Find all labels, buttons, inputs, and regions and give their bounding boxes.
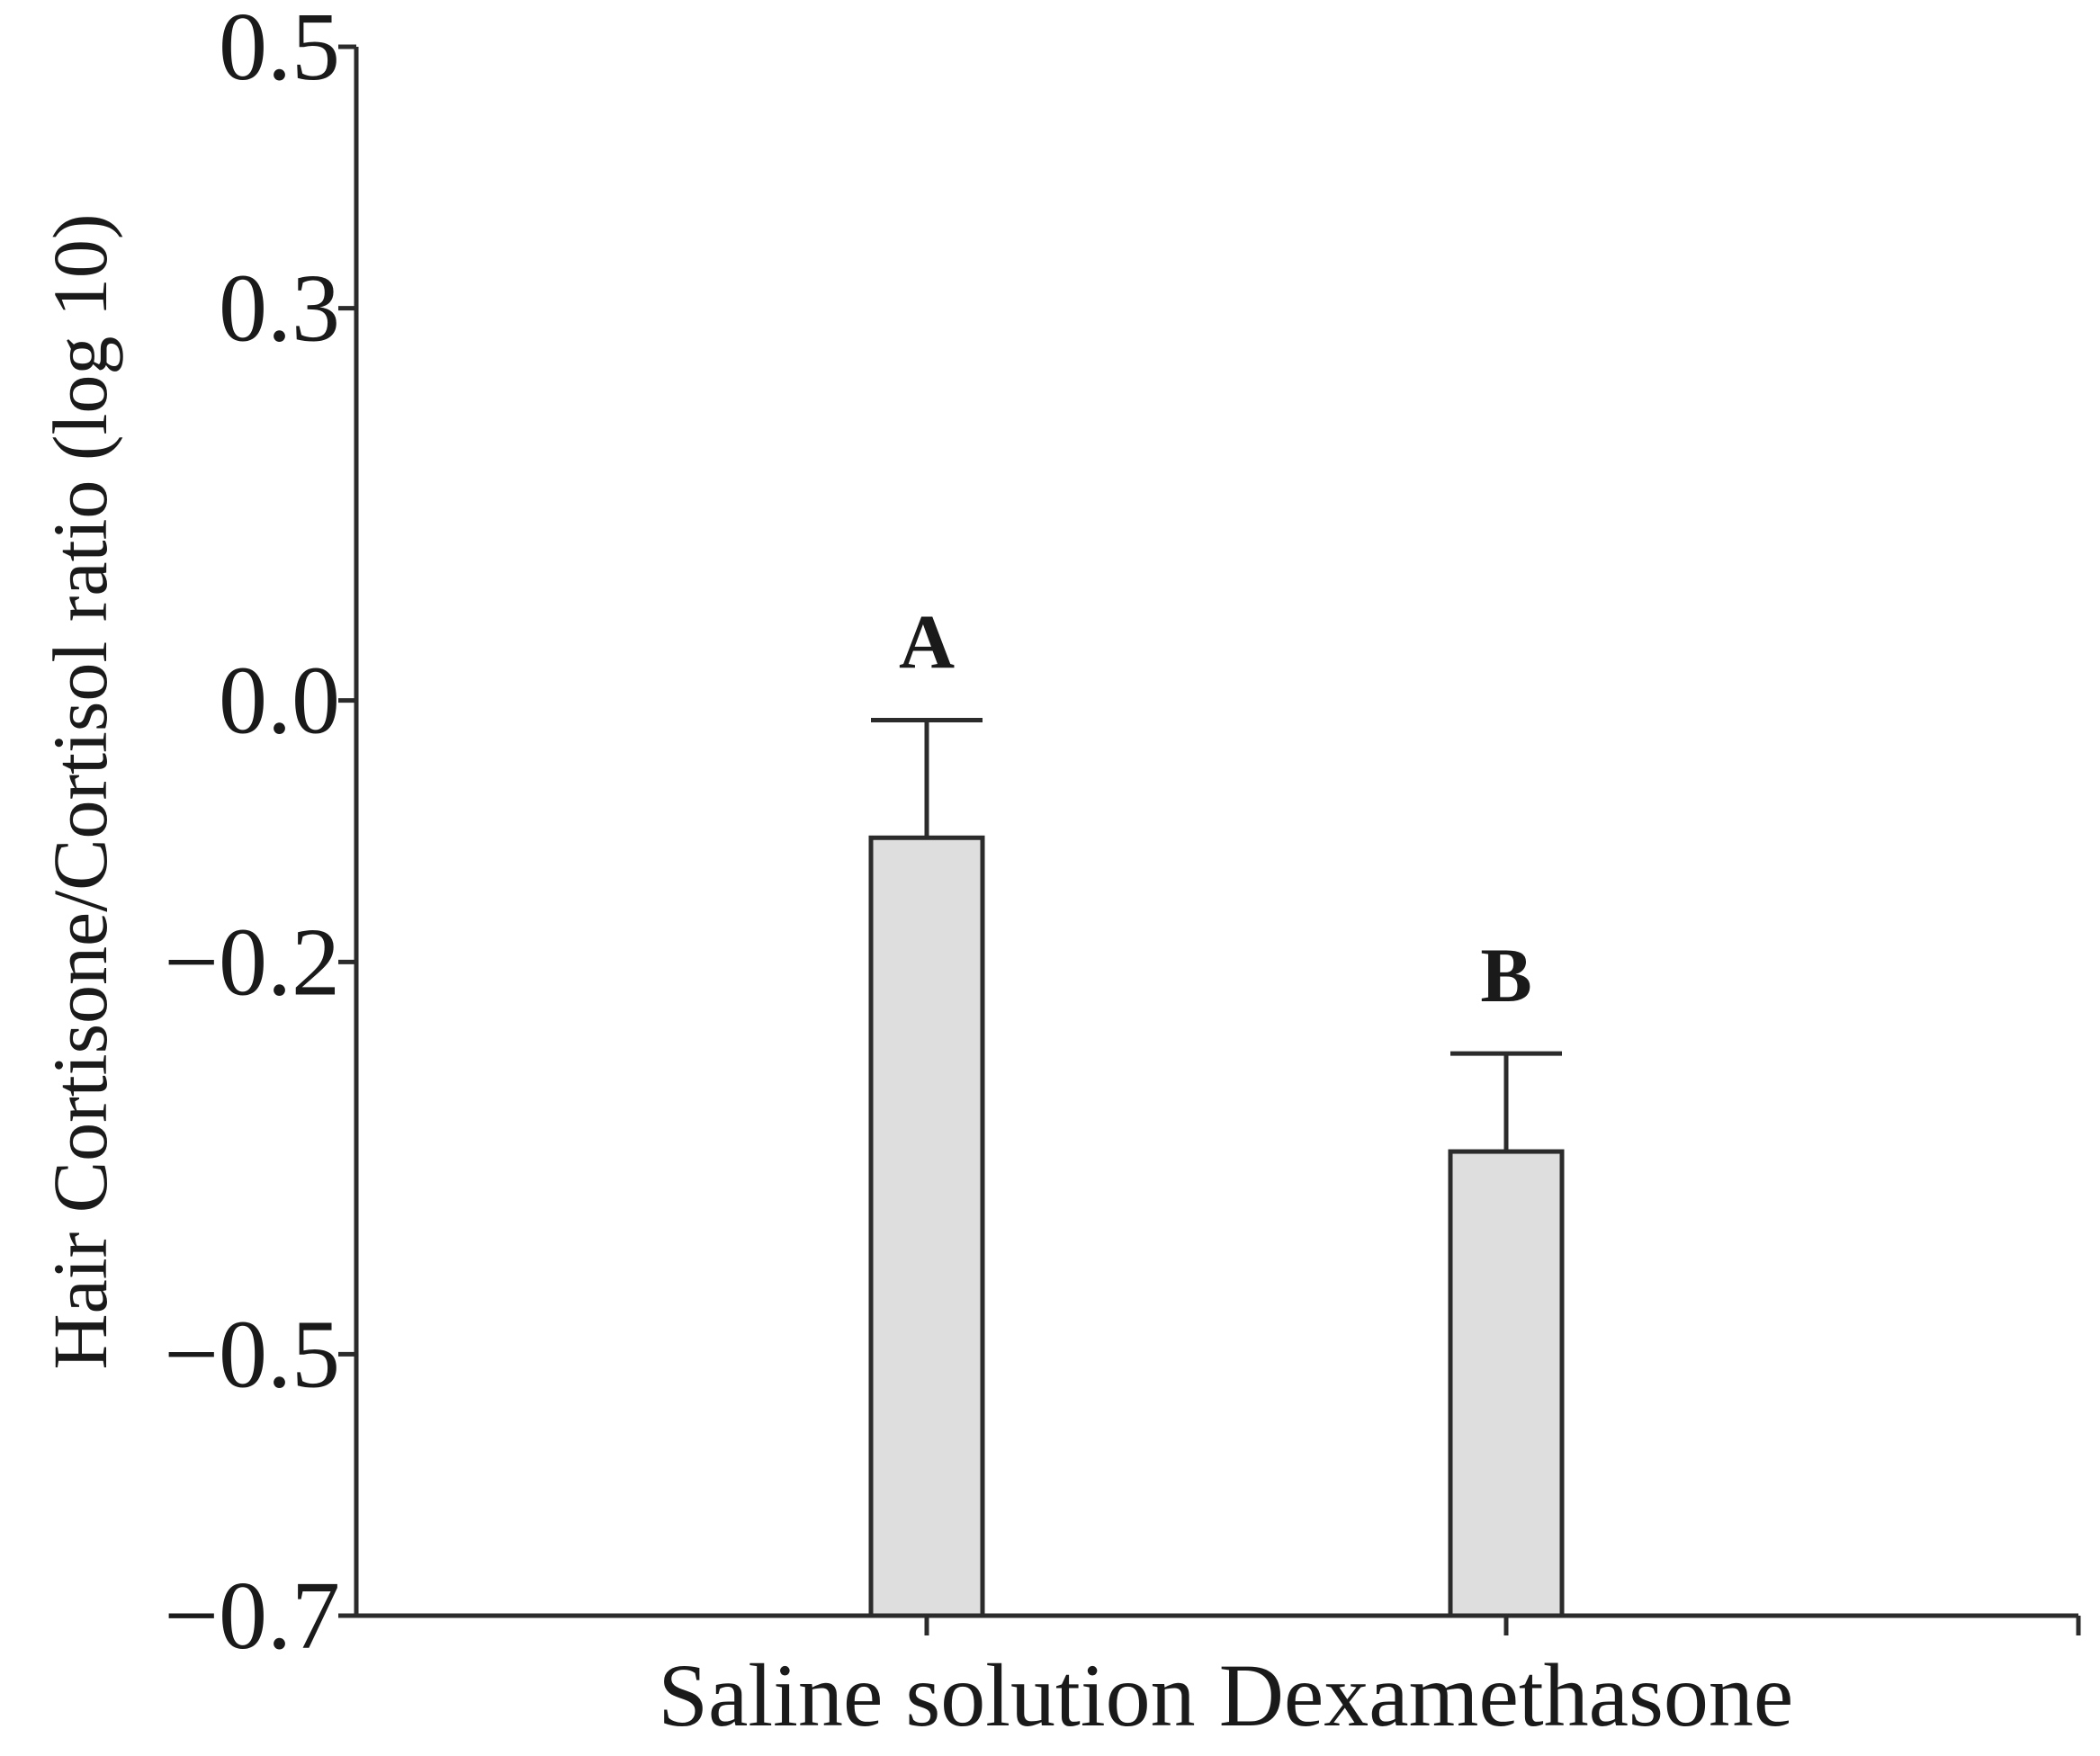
y-tick-label: −0.7 — [164, 1563, 340, 1670]
x-category-label: Dexamethasone — [1219, 1645, 1794, 1745]
plot-area: 0.5 0.3 0.0 −0.2 −0.5 −0.7 A Saline solution B De… — [164, 0, 2081, 1745]
significance-label: A — [899, 598, 955, 685]
y-tick-label: −0.5 — [164, 1301, 340, 1408]
y-tick-label: 0.5 — [219, 0, 340, 101]
significance-label: B — [1480, 932, 1531, 1018]
y-tick-label: 0.3 — [219, 255, 340, 363]
y-tick-label: 0.0 — [219, 648, 340, 755]
y-axis-title: Hair Cortisone/Cortisol ratio (log 10) — [37, 213, 123, 1369]
y-tick-label: −0.2 — [164, 909, 340, 1016]
bar — [1448, 1149, 1565, 1618]
x-category-label: Saline solution — [658, 1645, 1195, 1745]
bar — [868, 835, 985, 1618]
